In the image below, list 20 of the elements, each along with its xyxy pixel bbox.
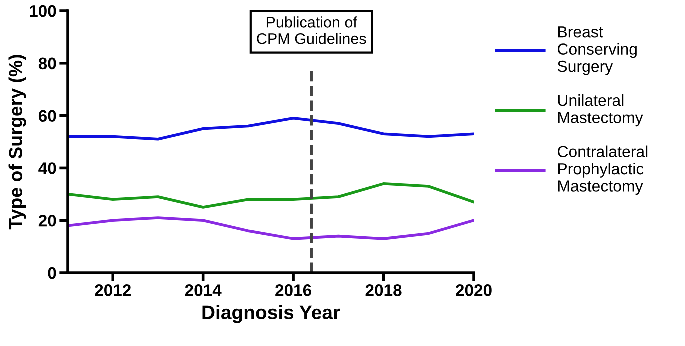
y-tick-label: 20 — [38, 215, 56, 227]
x-tick-label: 2016 — [276, 284, 312, 296]
line-series — [68, 117, 474, 141]
line-series — [68, 216, 474, 240]
x-tick-label: 2018 — [366, 284, 402, 296]
y-tick-label: 0 — [48, 267, 56, 280]
y-tick-label: 100 — [30, 5, 56, 18]
legend-label: Contralateral Prophylactic Mastectomy — [558, 146, 648, 196]
y-axis-title: Type of Surgery (%) — [8, 55, 26, 230]
legend-label: Unilateral Mastectomy — [558, 94, 644, 127]
y-tick-label: 80 — [38, 58, 56, 70]
x-tick-label: 2020 — [456, 284, 492, 296]
legend-label: Breast Conserving Surgery — [558, 26, 637, 76]
ref-line-label: Publication of CPM Guidelines — [257, 16, 366, 44]
x-tick-label: 2014 — [185, 284, 222, 296]
y-tick-label: 40 — [38, 162, 56, 174]
x-tick-label: 2012 — [95, 284, 131, 296]
line-series — [68, 182, 474, 209]
x-axis-title: Diagnosis Year — [202, 305, 340, 324]
y-tick-label: 60 — [38, 110, 56, 122]
